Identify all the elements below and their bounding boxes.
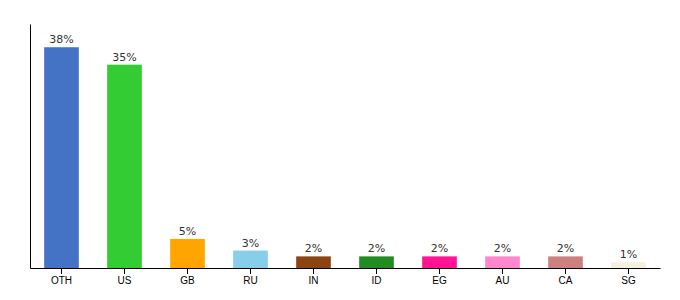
x-tick-label: EG — [432, 275, 447, 286]
data-label: 38% — [49, 33, 73, 46]
data-label: 1% — [620, 248, 637, 261]
x-tick: SG — [621, 268, 636, 286]
data-label: 3% — [242, 237, 259, 250]
bars — [44, 47, 646, 268]
x-tick-label: IN — [309, 275, 319, 286]
x-tick-mark — [124, 268, 125, 274]
data-label: 2% — [305, 242, 322, 255]
x-tick-mark — [502, 268, 503, 274]
x-tick: AU — [496, 268, 510, 286]
bar — [611, 262, 646, 268]
x-tick-mark — [439, 268, 440, 274]
data-label: 5% — [179, 225, 196, 238]
bar — [359, 256, 394, 268]
x-tick-label: AU — [496, 275, 510, 286]
data-label: 2% — [557, 242, 574, 255]
bar — [485, 256, 520, 268]
bar — [170, 239, 205, 268]
bar — [44, 47, 79, 268]
x-tick: GB — [180, 268, 195, 286]
bar — [107, 65, 142, 268]
x-tick-mark — [628, 268, 629, 274]
x-tick-mark — [250, 268, 251, 274]
data-label: 2% — [368, 242, 385, 255]
x-tick-mark — [376, 268, 377, 274]
x-tick: RU — [243, 268, 257, 286]
bar — [548, 256, 583, 268]
x-tick: OTH — [51, 268, 72, 286]
bar — [296, 256, 331, 268]
x-tick-label: GB — [180, 275, 195, 286]
x-tick-mark — [61, 268, 62, 274]
x-tick-mark — [313, 268, 314, 274]
x-tick-label: OTH — [51, 275, 72, 286]
x-axis: OTH US GB RU IN ID EG AU CA SG — [31, 268, 661, 286]
data-label: 35% — [112, 51, 136, 64]
x-tick-label: CA — [559, 275, 573, 286]
x-tick-mark — [187, 268, 188, 274]
data-label: 2% — [431, 242, 448, 255]
bar — [422, 256, 457, 268]
y-axis — [30, 25, 31, 269]
x-tick-label: ID — [372, 275, 382, 286]
data-labels: 38% 35% 5% 3% 2% 2% 2% 2% 2% 1% — [49, 33, 637, 261]
data-label: 2% — [494, 242, 511, 255]
x-tick: ID — [372, 268, 382, 286]
chart: OTH US GB RU IN ID EG AU CA SG 38% 35% 5% 3% 2% 2% 2% 2% 2… — [0, 0, 680, 300]
y-axis-line — [30, 25, 31, 269]
x-tick-label: SG — [621, 275, 636, 286]
x-tick: US — [118, 268, 132, 286]
bar — [233, 251, 268, 268]
x-tick: EG — [432, 268, 447, 286]
x-tick: CA — [559, 268, 573, 286]
x-tick-mark — [565, 268, 566, 274]
x-tick-label: US — [118, 275, 132, 286]
x-tick: IN — [309, 268, 319, 286]
plot: OTH US GB RU IN ID EG AU CA SG 38% 35% 5% 3% 2% 2% 2% 2% 2… — [31, 25, 661, 287]
x-tick-label: RU — [243, 275, 257, 286]
